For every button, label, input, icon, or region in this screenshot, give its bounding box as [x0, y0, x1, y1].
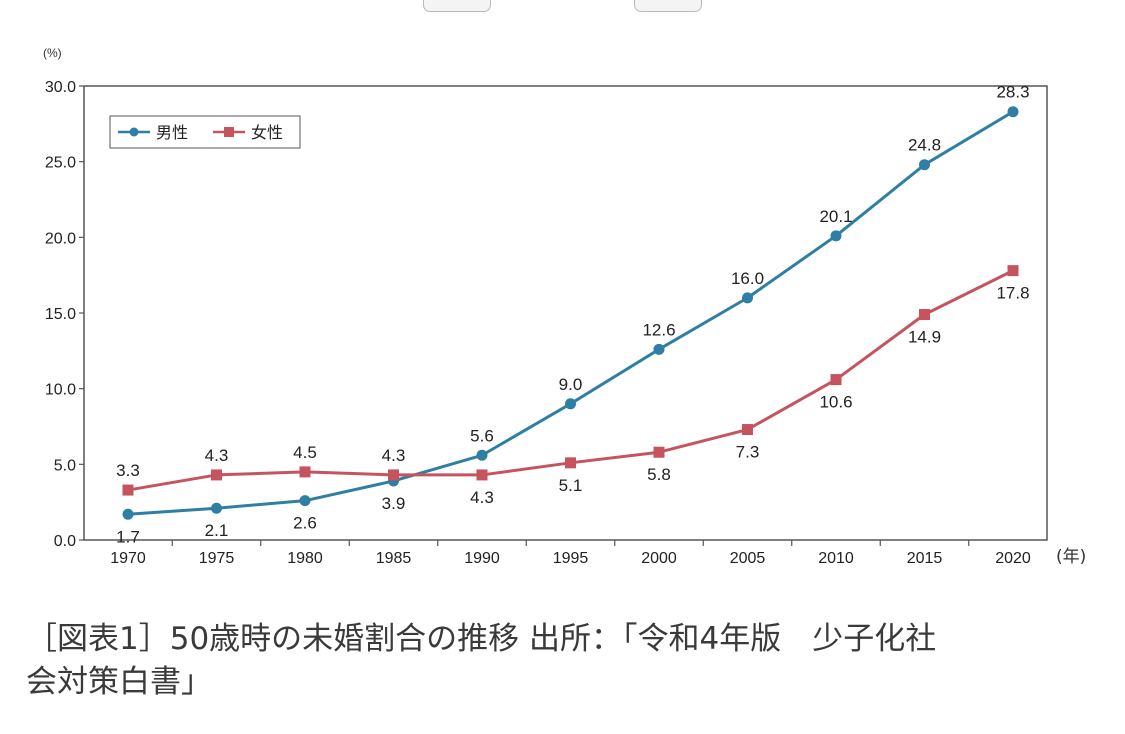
data-label-women: 4.5	[293, 443, 317, 462]
x-tick-label: 2020	[995, 550, 1031, 567]
data-label-women: 4.3	[470, 488, 494, 507]
x-tick-label: 1970	[110, 550, 146, 567]
data-point-men	[122, 508, 134, 520]
y-unit-label: (%)	[43, 46, 62, 60]
data-label-men: 16.0	[731, 269, 764, 288]
data-point-men	[742, 292, 753, 304]
data-label-women: 4.3	[382, 446, 406, 465]
x-tick-label: 1990	[464, 550, 500, 567]
x-tick-label: 2015	[907, 550, 943, 567]
data-point-women	[476, 469, 488, 481]
data-point-women	[830, 374, 842, 386]
x-tick-label: 2000	[641, 550, 677, 567]
series-line-men	[126, 110, 1015, 516]
data-label-men: 3.9	[382, 494, 406, 513]
top-tab-left[interactable]	[423, 0, 491, 12]
data-point-women	[1007, 265, 1019, 277]
data-point-women	[919, 309, 930, 321]
line-chart: 0.05.010.015.020.025.030.0 1970 1975 1980 1…	[43, 46, 1086, 567]
data-label-women: 5.1	[559, 476, 583, 495]
data-point-women	[211, 469, 222, 481]
data-label-women: 4.3	[205, 446, 229, 465]
data-label-men: 24.8	[908, 136, 941, 155]
data-label-women: 3.3	[116, 461, 140, 480]
data-point-men	[1007, 106, 1019, 118]
x-tick-label: 1985	[376, 550, 412, 567]
x-tick-label: 2005	[730, 550, 766, 567]
data-point-men	[830, 230, 842, 242]
data-point-men	[211, 502, 222, 514]
x-tick-label: 1980	[287, 550, 323, 567]
data-label-men: 2.1	[205, 521, 229, 540]
series-layer: 1.7 2.1 2.6 3.9 5.6 9.0 12.6 16.0 20.1 24.8 28.3 3.…	[116, 83, 1029, 547]
legend-women-marker	[224, 127, 234, 137]
data-label-men: 12.6	[642, 320, 675, 339]
data-point-men	[565, 398, 576, 410]
data-label-men: 28.3	[996, 83, 1029, 102]
x-unit-label: (年)	[1056, 547, 1086, 567]
data-point-women	[388, 469, 399, 481]
data-point-women	[653, 446, 665, 458]
x-tick-label: 2010	[818, 550, 854, 567]
data-label-women: 10.6	[819, 393, 852, 412]
data-point-men	[299, 495, 311, 507]
y-tick-label: 20.0	[45, 230, 76, 247]
data-point-men	[919, 159, 930, 171]
figure-caption: ［図表1］50歳時の未婚割合の推移 出所：「令和4年版 少子化社 会対策白書」	[26, 618, 1106, 704]
data-point-women	[299, 466, 311, 478]
data-point-men	[653, 343, 665, 355]
data-label-men: 20.1	[819, 207, 852, 226]
plot-frame	[83, 85, 1048, 541]
data-label-women: 5.8	[647, 465, 671, 484]
data-point-women	[565, 457, 576, 469]
caption-line-1: ［図表1］50歳時の未婚割合の推移 出所：「令和4年版 少子化社	[26, 621, 937, 657]
data-label-women: 7.3	[736, 443, 760, 462]
data-label-men: 5.6	[470, 426, 494, 445]
legend: 男性 女性	[109, 115, 301, 149]
y-tick-label: 25.0	[45, 155, 76, 172]
y-tick-label: 15.0	[45, 306, 76, 323]
top-tab-right[interactable]	[634, 0, 702, 12]
x-tick-label: 1975	[199, 550, 235, 567]
data-point-men	[476, 449, 488, 461]
data-point-women	[742, 424, 753, 436]
y-axis: 0.0 5.0 10.0 15.0 20.0 25.0 30.0	[45, 79, 84, 550]
legend-men-marker	[129, 127, 139, 137]
legend-men-label: 男性	[156, 123, 188, 142]
y-tick-label: 30.0	[45, 79, 76, 96]
data-label-women: 14.9	[908, 328, 941, 347]
caption-line-2: 会対策白書」	[26, 664, 212, 700]
data-point-women	[122, 484, 134, 496]
data-label-men: 9.0	[559, 375, 583, 394]
x-tick-label: 1995	[553, 550, 589, 567]
x-axis: 1970 1975 1980 1985 1990 1995 2000 2005 2010 2015…	[110, 540, 1031, 567]
data-label-women: 17.8	[996, 284, 1029, 303]
data-label-men: 1.7	[116, 527, 140, 546]
legend-women-label: 女性	[251, 123, 283, 142]
y-tick-label: 10.0	[45, 382, 76, 399]
y-tick-label: 0.0	[54, 533, 76, 550]
data-label-men: 2.6	[293, 514, 317, 533]
y-tick-label: 5.0	[54, 457, 76, 474]
